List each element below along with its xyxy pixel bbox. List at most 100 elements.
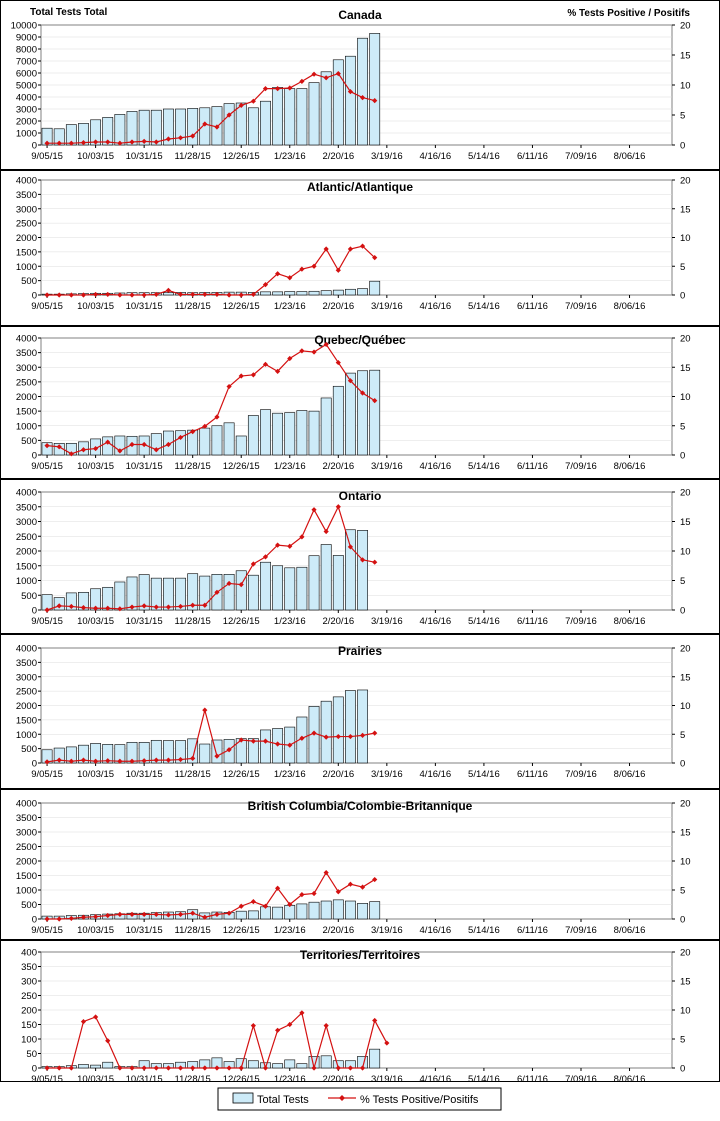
y-tick-label: 0 [32, 606, 37, 617]
bar [138, 574, 150, 611]
line-point [359, 95, 366, 101]
line-point [287, 355, 293, 362]
x-tick-label: 6/11/16 [517, 301, 548, 312]
line-point [226, 383, 232, 390]
line-point [347, 246, 354, 252]
line-point [129, 139, 135, 145]
x-tick-label: 2/20/16 [322, 925, 354, 936]
x-tick-label: 8/06/16 [614, 616, 646, 627]
y2-tick-label: 20 [680, 644, 691, 655]
bar [308, 410, 320, 456]
legend-box [217, 1087, 502, 1111]
line-point [275, 885, 281, 891]
line-point [262, 361, 269, 367]
chart-title: Territories/Territoires [300, 948, 421, 962]
line-point [80, 605, 87, 611]
y-tick-label: 8000 [16, 45, 37, 56]
line-point [165, 136, 172, 142]
line-point [323, 341, 329, 348]
bar [296, 410, 308, 456]
line-point [323, 870, 329, 876]
y-tick-label: 2000 [16, 233, 37, 244]
bar [65, 592, 77, 611]
line-point [190, 602, 196, 608]
bar [320, 900, 332, 920]
line-point [177, 1065, 184, 1071]
line-point [372, 397, 378, 404]
y2-tick-label: 0 [680, 451, 685, 462]
line-point [105, 439, 111, 445]
y-tick-label: 0 [32, 291, 37, 302]
line-point [262, 903, 269, 909]
y-tick-label: 4000 [16, 93, 37, 104]
y-tick-label: 4000 [16, 176, 37, 187]
line-point [202, 707, 208, 713]
y-tick-label: 100 [21, 1035, 37, 1046]
y-tick-label: 3000 [16, 517, 37, 528]
line-point [359, 557, 366, 563]
x-tick-label: 4/16/16 [420, 1074, 452, 1085]
line-point [262, 554, 269, 560]
x-tick-label: 10/03/15 [77, 461, 114, 472]
y-tick-label: 500 [21, 436, 37, 447]
line-series [47, 72, 375, 144]
line-point [335, 1065, 341, 1071]
bar [272, 906, 284, 920]
line-point [262, 282, 269, 288]
x-tick-label: 10/03/15 [77, 925, 114, 936]
line-point [335, 733, 341, 740]
line-point [202, 121, 208, 127]
y-tick-label: 1000 [16, 886, 37, 897]
x-tick-label: 8/06/16 [614, 769, 646, 780]
line-point [129, 1065, 135, 1071]
line-point [250, 291, 256, 298]
x-tick-label: 1/23/16 [274, 616, 306, 627]
bar [247, 574, 259, 611]
line-point [323, 528, 329, 535]
line-point [372, 559, 378, 565]
line-point [105, 758, 111, 764]
x-tick-label: 2/20/16 [322, 301, 354, 312]
line-point [311, 730, 317, 736]
line-point [238, 373, 244, 379]
line-point [202, 602, 208, 608]
line-point [93, 758, 99, 764]
panel-7: Territories/Territoires05010015020025030… [0, 940, 720, 1085]
y-tick-label: 2500 [16, 377, 37, 388]
line-point [153, 604, 159, 610]
bar [175, 430, 186, 456]
line-point [93, 1014, 99, 1020]
bar [357, 288, 368, 296]
y2-tick-label: 15 [680, 204, 691, 215]
line-point [299, 735, 305, 741]
line-point [226, 747, 232, 753]
y-tick-label: 0 [32, 141, 37, 152]
bar [369, 369, 381, 456]
line-point [117, 758, 123, 764]
x-tick-label: 9/05/15 [31, 461, 63, 472]
line-point [141, 1065, 147, 1071]
y-tick-label: 1500 [16, 561, 37, 572]
y-tick-label: 3000 [16, 672, 37, 683]
line-point [129, 758, 135, 764]
line-point [141, 292, 147, 298]
line-point [165, 1065, 172, 1071]
line-point [153, 139, 159, 145]
chart-title: Canada [338, 8, 382, 22]
line-point [335, 359, 341, 366]
bar [223, 574, 235, 611]
y-tick-label: 1000 [16, 421, 37, 432]
line-point [105, 139, 111, 145]
line-point [165, 912, 172, 918]
line-point [129, 292, 135, 298]
bar [308, 82, 320, 146]
line-point [202, 291, 208, 298]
x-tick-label: 4/16/16 [420, 461, 452, 472]
y2-tick-label: 0 [680, 141, 685, 152]
line-point [262, 1065, 269, 1071]
x-tick-label: 1/23/16 [274, 769, 306, 780]
x-tick-label: 7/09/16 [565, 616, 597, 627]
bar [175, 577, 186, 611]
y-tick-label: 2500 [16, 687, 37, 698]
